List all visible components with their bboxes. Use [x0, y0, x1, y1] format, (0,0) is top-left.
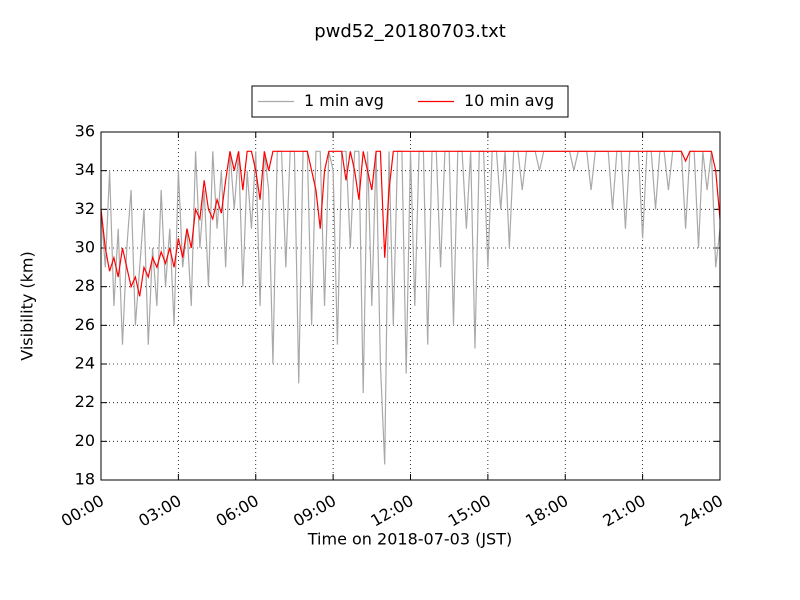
plot-frame: [100, 131, 721, 481]
x-tick-label: 00:00: [58, 491, 107, 531]
y-tick-label: 18: [75, 470, 95, 489]
chart-title: pwd52_20180703.txt: [314, 21, 506, 42]
y-tick-label: 36: [75, 122, 95, 141]
x-tick-label: 09:00: [290, 491, 339, 531]
legend-label: 10 min avg: [464, 91, 554, 110]
x-tick-label: 21:00: [599, 491, 648, 531]
x-tick-label: 06:00: [213, 491, 262, 531]
x-tick-label: 18:00: [522, 491, 571, 531]
y-tick-label: 26: [75, 315, 95, 334]
y-tick-label: 30: [75, 238, 95, 257]
series-line: [100, 150, 721, 297]
x-tick-label: 03:00: [135, 491, 184, 531]
series-line: [100, 150, 721, 465]
y-tick-label: 22: [75, 392, 95, 411]
y-tick-label: 24: [75, 354, 95, 373]
x-tick-label: 24:00: [677, 491, 726, 531]
x-tick-label: 12:00: [367, 491, 416, 531]
y-tick-label: 32: [75, 199, 95, 218]
y-axis-label: Visibility (km): [18, 251, 37, 360]
y-tick-label: 34: [75, 160, 95, 179]
y-tick-label: 20: [75, 431, 95, 450]
y-tick-label: 28: [75, 276, 95, 295]
x-tick-label: 15:00: [445, 491, 494, 531]
legend-label: 1 min avg: [304, 91, 384, 110]
x-axis-label: Time on 2018-07-03 (JST): [307, 530, 512, 549]
legend-box: [251, 85, 569, 118]
